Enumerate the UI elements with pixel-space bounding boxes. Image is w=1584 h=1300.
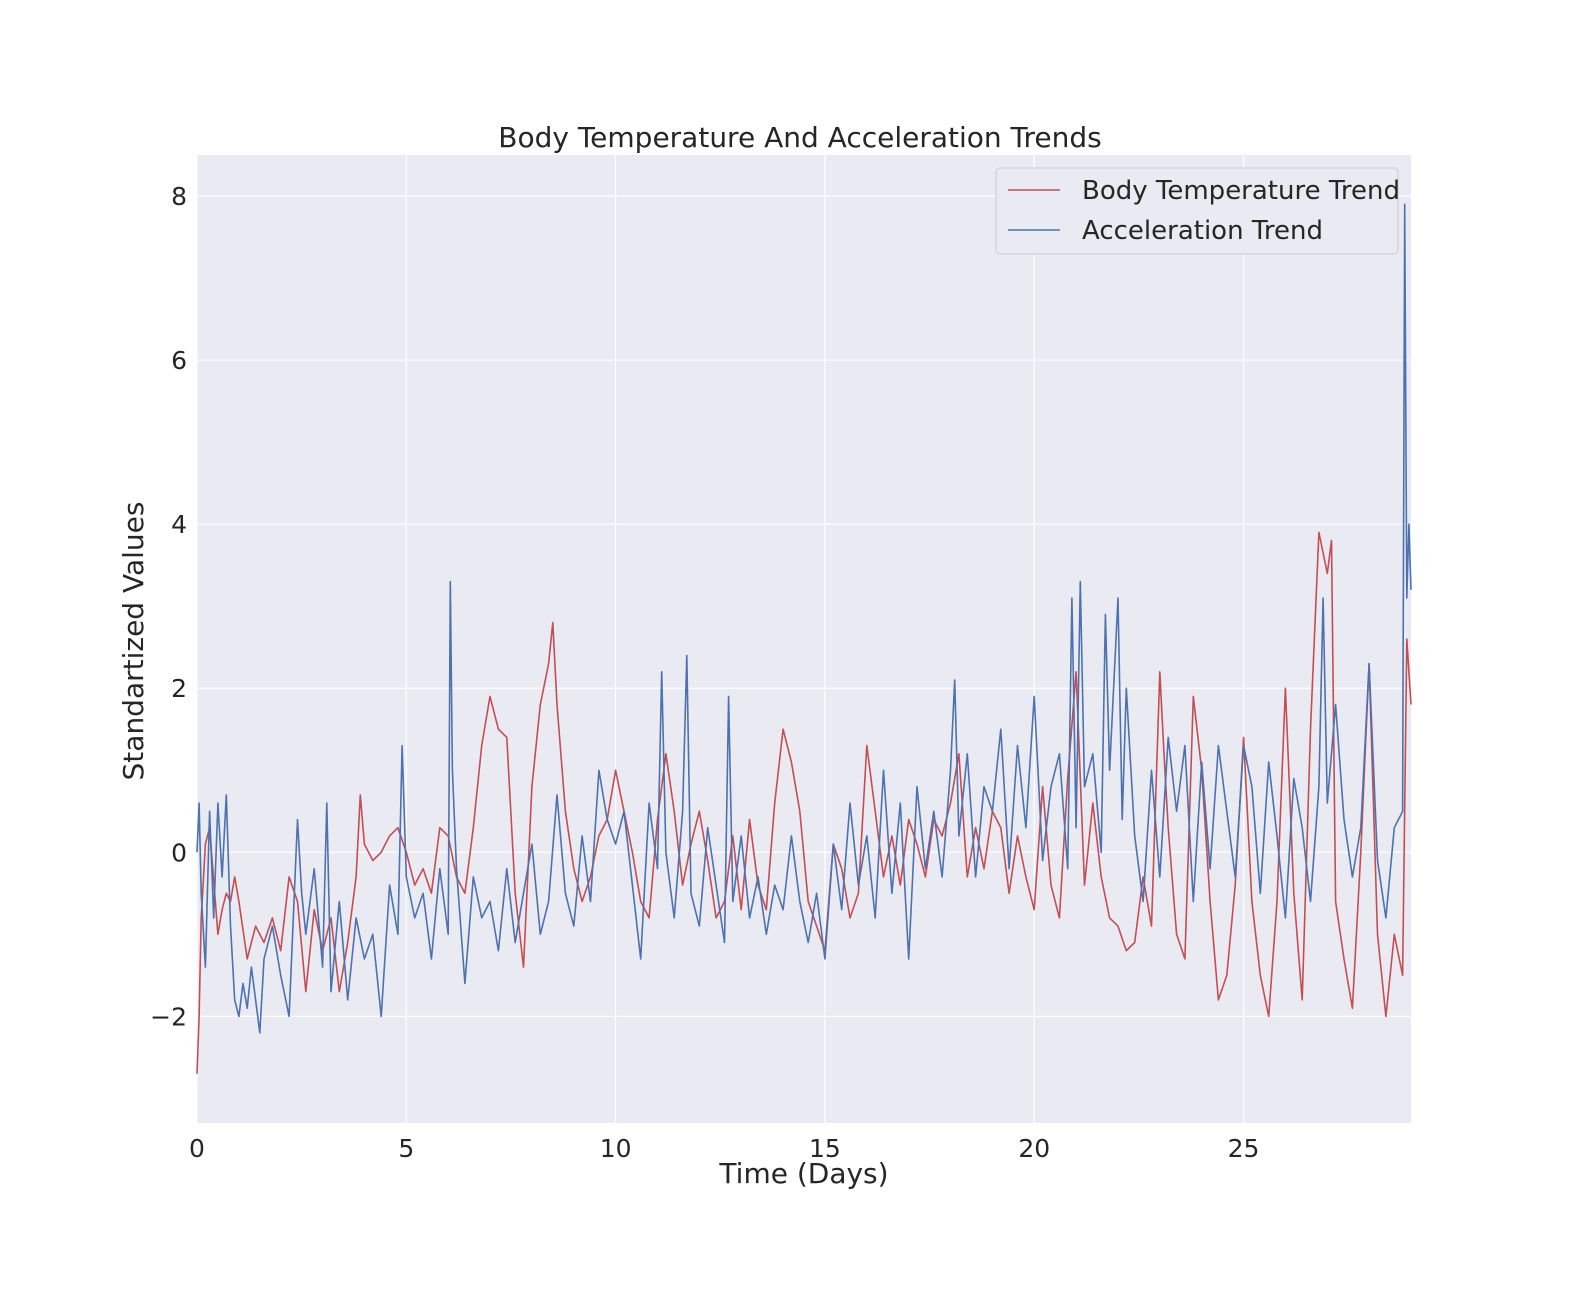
x-tick-label: 15 — [809, 1134, 841, 1163]
grid-layer — [196, 155, 1411, 1123]
legend-box — [995, 167, 1399, 255]
y-tick-label: 8 — [171, 182, 187, 211]
x-tick-label: 20 — [1018, 1134, 1050, 1163]
series-layer — [196, 203, 1412, 1074]
y-tick-label: 2 — [171, 674, 187, 703]
x-tick-label: 25 — [1228, 1134, 1260, 1163]
x-tick-label: 5 — [398, 1134, 414, 1163]
tick-labels: 0 5 10 15 20 25 −2 0 2 4 6 8 — [150, 182, 1259, 1163]
y-tick-label: 0 — [171, 838, 187, 867]
x-tick-label: 10 — [600, 1134, 632, 1163]
y-tick-label: 4 — [171, 510, 187, 539]
legend-label-body-temperature: Body Temperature Trend — [1082, 176, 1400, 206]
y-tick-label: 6 — [171, 346, 187, 375]
x-axis-label: Time (Days) — [718, 1157, 888, 1190]
legend: Body Temperature Trend Acceleration Tren… — [995, 167, 1400, 255]
series-acceleration-trend — [196, 203, 1412, 1034]
x-tick-label: 0 — [189, 1134, 205, 1163]
y-axis-label: Standartized Values — [117, 502, 150, 781]
legend-label-acceleration: Acceleration Trend — [1082, 216, 1323, 246]
plot-background — [197, 155, 1411, 1123]
series-body-temperature-trend — [196, 531, 1412, 1074]
chart-title: Body Temperature And Acceleration Trends — [498, 121, 1102, 154]
y-tick-label: −2 — [150, 1002, 187, 1031]
